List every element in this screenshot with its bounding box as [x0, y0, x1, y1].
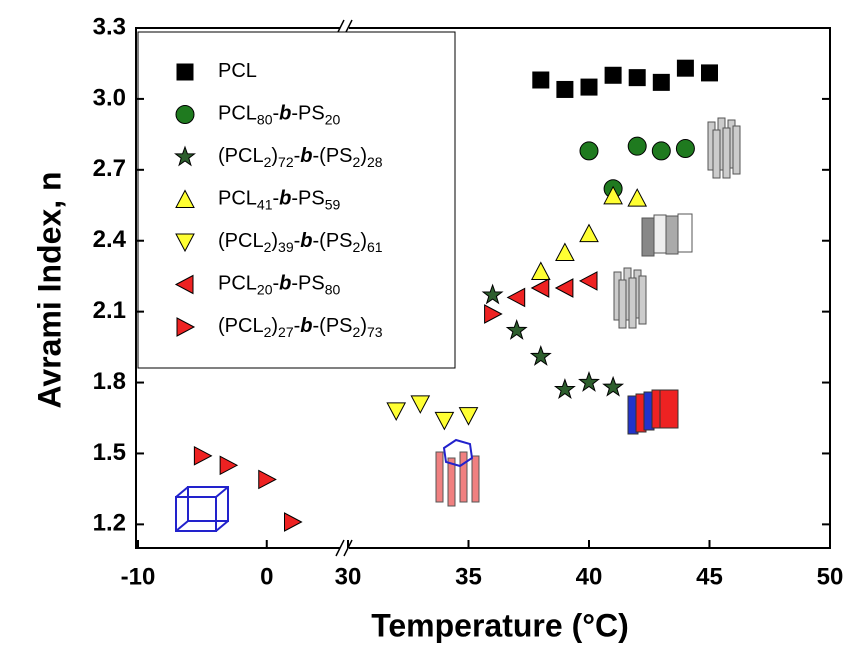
- legend-label: PCL20​-b-PS80​: [218, 273, 341, 297]
- legend-marker: [174, 145, 196, 167]
- data-point: [627, 188, 648, 207]
- y-tick-label: 2.4: [93, 226, 127, 253]
- data-point: [284, 512, 303, 532]
- legend-label: (PCL2​)27​-b-(PS2​)73​: [218, 315, 383, 339]
- x-tick-label: 35: [455, 563, 482, 590]
- data-point: [579, 223, 599, 243]
- legend-marker: [176, 63, 194, 81]
- data-point: [651, 141, 671, 161]
- y-tick-label: 2.7: [93, 155, 126, 182]
- x-tick-label: 45: [696, 563, 723, 590]
- data-point: [555, 242, 575, 262]
- y-axis-label: Avrami Index, n: [31, 171, 67, 408]
- data-point: [553, 378, 576, 399]
- legend-box: [137, 31, 456, 369]
- data-point: [529, 344, 552, 366]
- data-point: [603, 185, 623, 205]
- data-point: [578, 271, 598, 291]
- data-point: [580, 78, 598, 96]
- data-point: [434, 411, 455, 431]
- y-tick-label: 1.2: [93, 510, 126, 537]
- data-point: [481, 283, 504, 305]
- legend-marker: [175, 189, 195, 208]
- x-tick-label: 40: [576, 563, 603, 590]
- y-tick-label: 2.1: [93, 297, 126, 324]
- data-point: [676, 59, 694, 77]
- x-tick-label: 50: [817, 563, 844, 590]
- decor-icons: [175, 117, 741, 532]
- data-point: [410, 395, 431, 414]
- legend-marker: [175, 105, 195, 124]
- legend-label: PCL: [218, 60, 257, 82]
- data-point: [193, 445, 213, 466]
- data-point: [602, 375, 625, 397]
- plot-frame: [135, 27, 831, 549]
- legend-marker: [176, 317, 196, 337]
- data-point: [604, 66, 622, 84]
- data-point: [652, 73, 670, 91]
- y-tick-label: 1.8: [93, 368, 126, 395]
- x-axis-label: Temperature (°C): [371, 607, 629, 643]
- axis-break: [335, 19, 353, 557]
- legend-label: (PCL2​)72​-b-(PS2​)28​: [218, 145, 383, 169]
- data-point: [484, 304, 503, 324]
- y-tick-label: 1.5: [93, 439, 126, 466]
- legend-label: PCL41​-b-PS59​: [218, 188, 341, 212]
- data-point: [578, 370, 600, 392]
- data-point: [627, 136, 647, 156]
- x-tick-label: 30: [335, 563, 362, 590]
- y-tick-label: 3.0: [93, 84, 126, 111]
- y-tick-label: 3.3: [93, 13, 126, 40]
- x-tick-label: 0: [260, 563, 273, 590]
- data-point: [458, 407, 479, 426]
- legend-marker: [174, 274, 194, 295]
- legend-label: (PCL2​)39​-b-(PS2​)61​: [218, 230, 383, 254]
- legend-marker: [175, 233, 195, 253]
- data-point: [532, 71, 550, 89]
- data-point: [386, 402, 407, 421]
- data-point: [554, 278, 574, 298]
- data-point: [530, 261, 551, 280]
- data-point: [219, 455, 239, 476]
- x-tick-label: -10: [121, 563, 156, 590]
- legend-label: PCL80​-b-PS20​: [218, 103, 341, 127]
- data-point: [579, 141, 599, 161]
- data-point: [506, 287, 526, 308]
- data-point: [530, 278, 550, 298]
- data-point: [675, 139, 695, 159]
- data-point: [628, 69, 646, 87]
- data-point: [556, 80, 574, 98]
- data-point: [258, 469, 277, 490]
- data-point: [505, 318, 528, 340]
- data-point: [701, 64, 718, 82]
